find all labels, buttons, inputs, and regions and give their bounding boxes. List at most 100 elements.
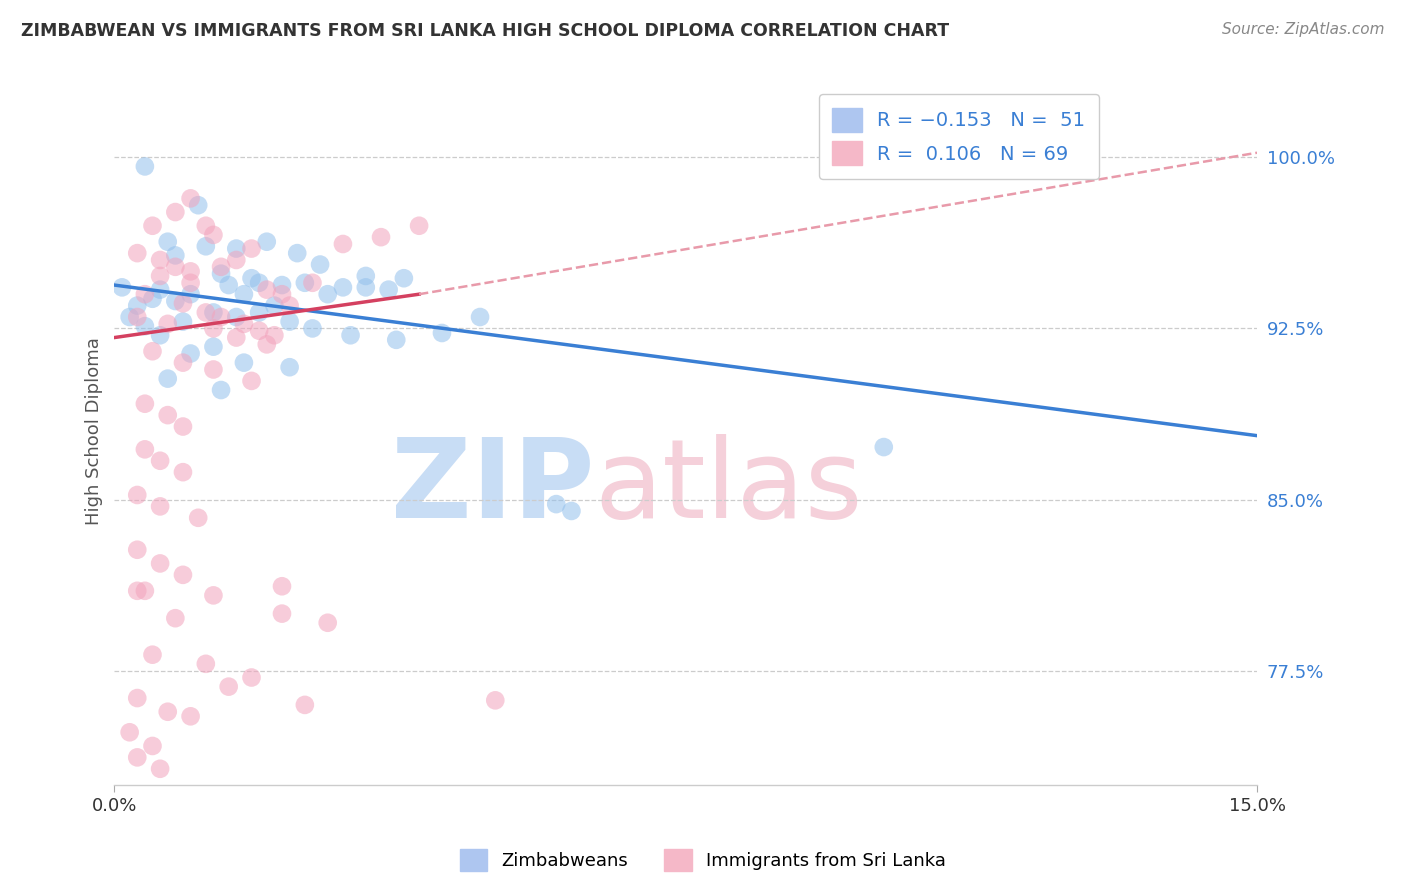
Point: [278, 360, 301, 375]
Point: [301, 321, 323, 335]
Point: [256, 235, 278, 249]
Point: [156, 408, 179, 422]
Legend: R = −0.153   N =  51, R =  0.106   N = 69: R = −0.153 N = 51, R = 0.106 N = 69: [818, 95, 1098, 178]
Point: [187, 510, 209, 524]
Point: [218, 680, 240, 694]
Point: [172, 419, 194, 434]
Point: [232, 317, 254, 331]
Point: [271, 287, 294, 301]
Point: [180, 287, 202, 301]
Point: [225, 252, 247, 267]
Point: [180, 191, 202, 205]
Point: [209, 267, 232, 281]
Point: [225, 310, 247, 324]
Point: [165, 293, 187, 308]
Point: [149, 557, 172, 571]
Point: [232, 356, 254, 370]
Text: ZIP: ZIP: [391, 434, 595, 541]
Point: [484, 693, 506, 707]
Y-axis label: High School Diploma: High School Diploma: [86, 337, 103, 525]
Point: [209, 310, 232, 324]
Point: [294, 698, 316, 712]
Point: [187, 198, 209, 212]
Point: [240, 374, 263, 388]
Point: [165, 248, 187, 262]
Point: [134, 287, 156, 301]
Point: [354, 280, 377, 294]
Point: [194, 239, 217, 253]
Point: [247, 305, 270, 319]
Point: [278, 299, 301, 313]
Point: [247, 324, 270, 338]
Point: [392, 271, 415, 285]
Point: [172, 567, 194, 582]
Point: [134, 319, 156, 334]
Point: [377, 283, 399, 297]
Point: [309, 258, 332, 272]
Point: [194, 305, 217, 319]
Legend: Zimbabweans, Immigrants from Sri Lanka: Zimbabweans, Immigrants from Sri Lanka: [453, 842, 953, 879]
Point: [271, 579, 294, 593]
Point: [172, 296, 194, 310]
Point: [546, 497, 568, 511]
Point: [165, 260, 187, 274]
Point: [149, 283, 172, 297]
Point: [149, 500, 172, 514]
Point: [141, 739, 163, 753]
Point: [111, 280, 134, 294]
Point: [370, 230, 392, 244]
Point: [560, 504, 582, 518]
Point: [202, 588, 225, 602]
Point: [149, 762, 172, 776]
Point: [172, 315, 194, 329]
Point: [209, 260, 232, 274]
Point: [156, 371, 179, 385]
Point: [278, 315, 301, 329]
Point: [165, 205, 187, 219]
Point: [141, 292, 163, 306]
Point: [127, 583, 149, 598]
Point: [134, 442, 156, 457]
Point: [316, 287, 339, 301]
Text: Source: ZipAtlas.com: Source: ZipAtlas.com: [1222, 22, 1385, 37]
Point: [202, 227, 225, 242]
Point: [180, 346, 202, 360]
Point: [180, 709, 202, 723]
Point: [408, 219, 430, 233]
Text: ZIMBABWEAN VS IMMIGRANTS FROM SRI LANKA HIGH SCHOOL DIPLOMA CORRELATION CHART: ZIMBABWEAN VS IMMIGRANTS FROM SRI LANKA …: [21, 22, 949, 40]
Point: [127, 310, 149, 324]
Point: [127, 750, 149, 764]
Point: [202, 321, 225, 335]
Point: [430, 326, 453, 340]
Point: [134, 397, 156, 411]
Point: [202, 362, 225, 376]
Point: [156, 705, 179, 719]
Point: [218, 278, 240, 293]
Point: [316, 615, 339, 630]
Point: [127, 542, 149, 557]
Point: [256, 337, 278, 351]
Point: [149, 252, 172, 267]
Point: [127, 691, 149, 706]
Point: [240, 671, 263, 685]
Text: atlas: atlas: [595, 434, 863, 541]
Point: [149, 268, 172, 283]
Point: [118, 310, 141, 324]
Point: [180, 276, 202, 290]
Point: [194, 219, 217, 233]
Point: [256, 283, 278, 297]
Point: [156, 317, 179, 331]
Point: [240, 242, 263, 256]
Point: [354, 268, 377, 283]
Point: [202, 305, 225, 319]
Point: [180, 264, 202, 278]
Point: [165, 611, 187, 625]
Point: [339, 328, 361, 343]
Point: [301, 276, 323, 290]
Point: [127, 299, 149, 313]
Point: [156, 235, 179, 249]
Point: [149, 454, 172, 468]
Point: [332, 237, 354, 252]
Point: [149, 328, 172, 343]
Point: [141, 344, 163, 359]
